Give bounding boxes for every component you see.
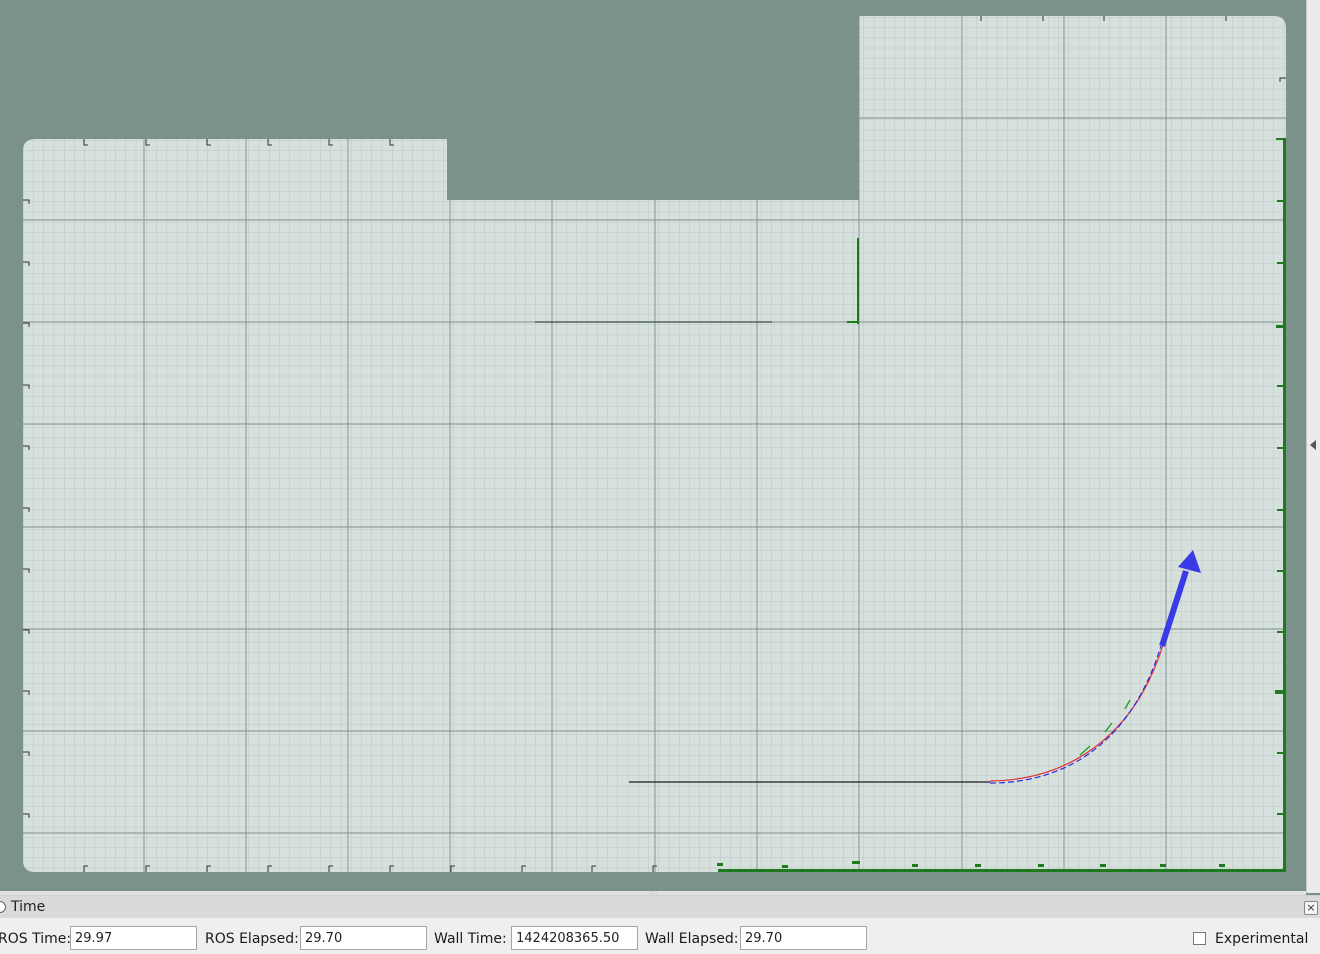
3d-view[interactable] (0, 0, 1306, 893)
radio-icon[interactable] (0, 901, 6, 913)
panel-title-bar[interactable]: Time × (0, 896, 1320, 918)
wall-elapsed-label: Wall Elapsed: (645, 931, 739, 947)
chevron-left-icon[interactable] (1310, 440, 1316, 450)
path-red (989, 644, 1164, 782)
wall-time-label: Wall Time: (434, 931, 507, 947)
pose-arrow (1159, 550, 1201, 647)
grid (23, 16, 1286, 872)
panel-splitter[interactable]: :::: (0, 889, 1306, 896)
close-icon[interactable]: × (1304, 901, 1318, 915)
wall-elapsed-field[interactable] (740, 926, 867, 950)
time-panel: Time × ROS Time: ROS Elapsed: Wall Time:… (0, 895, 1320, 954)
map-canvas[interactable] (0, 0, 1306, 893)
path-blue (989, 645, 1162, 784)
map-edge-ticks (23, 16, 1286, 872)
ros-time-label: ROS Time: (0, 931, 72, 947)
path-green (1079, 699, 1131, 756)
ros-elapsed-label: ROS Elapsed: (205, 931, 299, 947)
grip-icon: :::: (649, 889, 658, 896)
ros-elapsed-field[interactable] (300, 926, 427, 950)
ros-time-field[interactable] (70, 926, 197, 950)
experimental-checkbox[interactable] (1193, 932, 1206, 945)
laser-scan-points (717, 138, 1286, 872)
wall-time-field[interactable] (511, 926, 638, 950)
panel-title: Time (11, 899, 46, 915)
experimental-label: Experimental (1215, 931, 1309, 947)
